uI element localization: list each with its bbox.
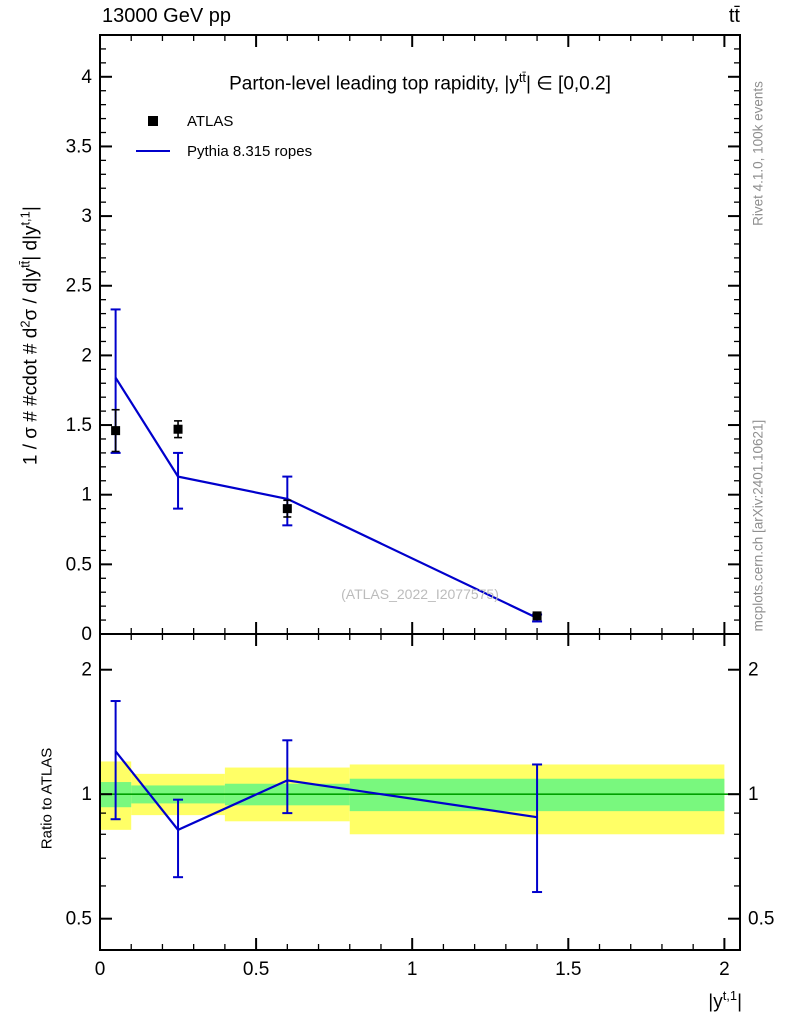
analysis-watermark: (ATLAS_2022_I2077575) [341,586,499,602]
atlas-series [111,408,542,621]
pythia-series [110,308,543,623]
tick-label: 0.5 [748,909,774,930]
tick-label: 1 [81,784,92,805]
tick-label: 2.5 [66,276,92,297]
tick-label: 2 [748,660,759,681]
atlas-square-marker-icon [133,116,173,126]
tick-label: 0.5 [66,909,92,930]
legend: ATLAS Pythia 8.315 ropes [133,106,312,166]
tick-label: 1 [407,959,418,980]
panel-frames [99,34,741,951]
main-y-axis-title: 1 / σ # #cdot # d2σ / d|ytt̄| d|yt,1| [17,206,42,466]
tick-label: 2 [81,660,92,681]
axes-ticks: 0 0.5 1 1.5 2 2.5 3 3.5 4 0.5 0.5 1 1 2 2 0 0.5 1 1.5 2 [66,35,774,980]
tick-label: 2 [719,959,730,980]
ratio-y-axis-title: Ratio to ATLAS [38,747,56,850]
tick-label: 1.5 [555,959,581,980]
atlas-data-point [532,611,542,621]
tick-label: 0.5 [243,959,269,980]
tick-label: 3.5 [66,136,92,157]
legend-label-pythia: Pythia 8.315 ropes [187,142,313,160]
x-axis-title: |yt,1| [708,988,742,1013]
line-marker [136,149,170,153]
tick-label: 2 [81,345,92,366]
legend-label-atlas: ATLAS [187,112,234,130]
tick-label: 4 [81,67,92,88]
plot-title: Parton-level leading top rapidity, |ytt̄… [229,70,611,95]
tick-label: 3 [81,206,92,227]
legend-item-atlas: ATLAS [133,106,312,136]
header-beam-energy: 13000 GeV pp [102,5,231,27]
tick-label: 0.5 [66,554,92,575]
ratio-series [110,700,543,894]
ratio-uncertainty-bands [100,761,740,835]
tick-label: 1 [748,784,759,805]
ratio-panel-frame [99,633,741,951]
atlas-data-point [173,424,183,434]
header-process: tt̄ [728,5,740,27]
rivet-version-note: Rivet 4.1.0, 100k events [750,81,766,226]
legend-item-pythia: Pythia 8.315 ropes [133,136,312,166]
tick-label: 1.5 [66,415,92,436]
square-marker [148,116,158,126]
pythia-line [114,377,538,619]
mcplots-reference-note: mcplots.cern.ch [arXiv:2401.10621] [750,419,766,632]
atlas-data-point [282,504,292,514]
ratio-line [114,750,538,832]
tick-label: 0 [95,959,106,980]
tick-label: 0 [81,624,92,645]
tick-label: 1 [81,485,92,506]
pythia-line-marker-icon [133,149,173,153]
atlas-data-point [111,426,121,436]
